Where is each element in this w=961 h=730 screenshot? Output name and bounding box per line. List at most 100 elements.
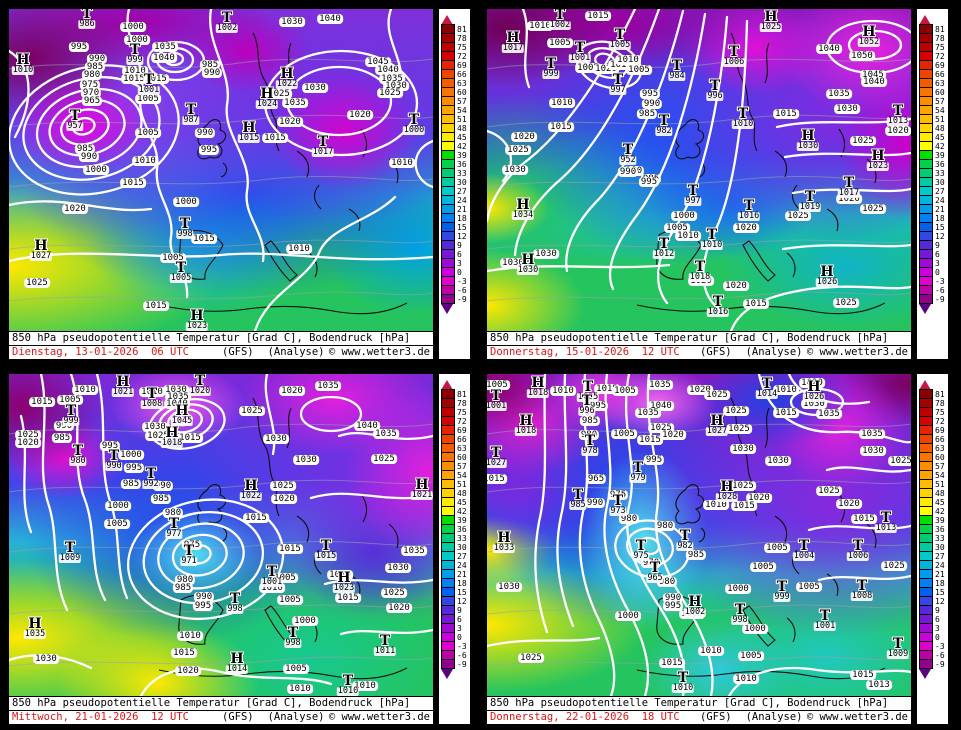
isobar-label: 1025 (881, 561, 907, 571)
colorbar-tick-label: 54 (935, 471, 945, 480)
colorbar-tick-label: 21 (935, 205, 945, 214)
colorbar-swatch (919, 659, 933, 669)
low-pressure-center: T 978 (581, 433, 599, 456)
colorbar-tick-label: 15 (457, 588, 467, 597)
low-pressure-center: T 1027 (486, 445, 508, 468)
colorbar-tick-label: 27 (935, 187, 945, 196)
low-pressure-center: T 996 (578, 393, 596, 416)
timestamp: Dienstag, 13-01-2026 06 UTC (12, 346, 190, 358)
colorbar-tick-label: 6 (457, 615, 462, 624)
colorbar-arrow-up-icon (919, 380, 931, 390)
colorbar-tick-label: 30 (935, 543, 945, 552)
isobar-label: 1015 (659, 658, 685, 668)
colorbar-tick-label: 78 (935, 399, 945, 408)
colorbar-arrow-up-icon (441, 380, 453, 390)
colorbar-tick-label: -6 (935, 286, 945, 295)
low-pressure-center: T 1005 (608, 27, 632, 50)
colorbar-tick-label: 81 (935, 390, 945, 399)
colorbar-tick-label: 72 (935, 417, 945, 426)
colorbar-tick-label: 81 (457, 390, 467, 399)
isobar-label: 1035 (152, 42, 178, 52)
colorbar-tick-label: 72 (457, 417, 467, 426)
isobar-label: 1035 (379, 74, 405, 84)
isobar-label: 1030 (33, 654, 59, 664)
isobar-label: 1030 (496, 582, 522, 592)
low-pressure-center: T 1010 (671, 670, 695, 693)
colorbar-tick-label: 12 (935, 597, 945, 606)
isobar-label: 975 (607, 490, 629, 500)
colorbar-tick-label: 21 (457, 570, 467, 579)
isobar-label: 1010 (352, 681, 378, 691)
credit: © www.wetter3.de (328, 711, 430, 723)
isobar-label: 990 (78, 152, 100, 162)
colorbar-tick-label: 69 (457, 426, 467, 435)
high-pressure-center: H 1021 (410, 477, 433, 500)
colorbar-tick-label: 78 (935, 34, 945, 43)
isobar-label: 1015 (177, 433, 203, 443)
low-pressure-center: T 1010 (700, 227, 724, 250)
forecast-panel-3: H 1021 T 1008 T 1020 H 1045 T 999 T 980 T 990 T 992 H 101… (8, 373, 471, 725)
isobar-label: 1025 (850, 136, 876, 146)
colorbar-tick-label: 75 (457, 408, 467, 417)
isobar-label: 1020 (62, 204, 88, 214)
low-pressure-center: T 973 (609, 493, 627, 516)
isobar-label: 1020 (836, 499, 862, 509)
isobar-label: 1020 (511, 132, 537, 142)
colorbar-tick-label: 69 (935, 426, 945, 435)
isobar-label: 1005 (272, 573, 298, 583)
colorbar: 81 78 75 72 69 66 63 60 57 54 51 48 45 42 39 36 33 30 27 24… (438, 8, 471, 360)
colorbar-tick-label: 24 (935, 561, 945, 570)
low-pressure-center: T 1010 (336, 673, 360, 696)
isobar-label: 1015 (143, 74, 169, 84)
isobar-label: 995 (639, 89, 661, 99)
colorbar-tick-label: 51 (457, 115, 467, 124)
isobar-label: 1015 (585, 11, 611, 21)
low-pressure-center: T 1017 (837, 175, 861, 198)
colorbar-tick-label: 9 (457, 606, 462, 615)
isobar-label: 1005 (277, 595, 303, 605)
high-pressure-center: H 1022 (239, 478, 263, 501)
isobar-label: 995 (638, 177, 660, 187)
isobar-label: 1040 (648, 401, 674, 411)
isobar-label: 985 (199, 60, 221, 70)
isobar-label: 985 (120, 479, 142, 489)
isobar-label: 1005 (575, 63, 601, 73)
isobar-label: 1025 (726, 424, 752, 434)
colorbar-tick-label: 48 (935, 124, 945, 133)
isobar-label: 1020 (327, 570, 353, 580)
low-pressure-center: T 1002 (548, 8, 572, 30)
isobar-label: 1015 (243, 513, 269, 523)
colorbar-tick-label: 3 (935, 259, 940, 268)
isobar-label: 1000 (105, 501, 131, 511)
colorbar-tick-label: -3 (935, 642, 945, 651)
low-pressure-center: T 965 (646, 560, 664, 583)
colorbar-tick-label: 39 (457, 516, 467, 525)
isobar-label: 980 (578, 430, 600, 440)
isobar-label: 1010 (733, 674, 759, 684)
low-pressure-center: T 971 (180, 543, 198, 566)
low-pressure-center: T 1010 (731, 106, 755, 129)
low-pressure-center: T 1009 (58, 540, 82, 563)
colorbar-tick-label: 75 (935, 43, 945, 52)
colorbar-tick-label: 0 (457, 633, 462, 642)
isobar-label: 1010 (698, 646, 724, 656)
low-pressure-center: T 1001 (568, 40, 592, 63)
caption-meta: Mittwoch, 21-01-2026 12 UTC (GFS) (Analy… (9, 711, 433, 724)
isobar-label: 1015 (850, 670, 876, 680)
isobar-label: 1025 (15, 430, 41, 440)
isobar-label: 1035 (826, 89, 852, 99)
isobar-label: 1000 (292, 616, 318, 626)
high-pressure-center: H 1030 (796, 128, 820, 151)
colorbar-tick-label: 57 (457, 462, 467, 471)
colorbar-tick-label: 42 (457, 507, 467, 516)
colorbar-tick-label: 60 (935, 88, 945, 97)
isobar-label: 1025 (505, 145, 531, 155)
isobar-label: 1025 (145, 431, 171, 441)
low-pressure-center: T 992 (142, 466, 160, 489)
caption-meta: Donnerstag, 22-01-2026 18 UTC (GFS) (Ana… (487, 711, 911, 724)
low-pressure-center: T 1006 (846, 538, 870, 561)
colorbar-tick-label: 63 (457, 444, 467, 453)
high-pressure-center: H 1025 (759, 9, 783, 32)
map-title: 850 hPa pseudopotentielle Temperatur [Gr… (9, 332, 433, 346)
isobar-label: 970 (80, 88, 102, 98)
